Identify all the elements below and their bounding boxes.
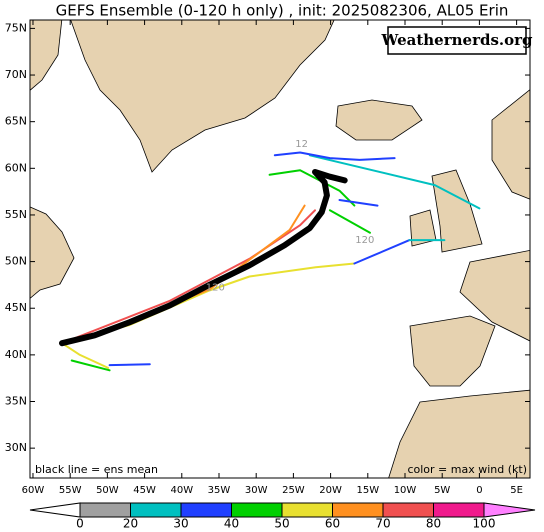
colorbar-bin (382, 502, 434, 518)
track (59, 169, 348, 347)
colorbar-label: 60 (325, 517, 340, 531)
track (328, 209, 371, 234)
coastlines (30, 20, 530, 478)
x-tick-label: 5W (434, 485, 450, 496)
track (308, 154, 481, 210)
track-label: 12 (295, 139, 308, 150)
y-tick-label: 30N (5, 441, 27, 454)
chart-title: GEFS Ensemble (0-120 h only) , init: 202… (56, 2, 509, 20)
x-tick-label: 0 (476, 485, 482, 496)
x-tick-label: 45W (133, 485, 156, 496)
x-tick-label: 60W (22, 485, 45, 496)
x-tick-label: 55W (59, 485, 82, 496)
y-tick-label: 40N (5, 348, 27, 361)
y-tick-label: 70N (5, 68, 27, 81)
x-tick-label: 35W (208, 485, 231, 496)
colorbar-label: 80 (426, 517, 441, 531)
colorbar-bin (231, 502, 283, 518)
x-tick-label: 10W (394, 485, 417, 496)
annotation: black line = ens mean (35, 463, 158, 476)
colorbar-bin (180, 502, 232, 518)
track (70, 359, 111, 372)
logo: Weathernerds.org (380, 31, 533, 49)
x-tick-label: 20W (319, 485, 342, 496)
logo-box (387, 26, 527, 55)
track (353, 239, 411, 265)
colorbar-bin (79, 502, 131, 518)
track (338, 199, 379, 207)
y-tick-label: 50N (5, 255, 27, 268)
x-tick-label: 40W (170, 485, 193, 496)
frame (29, 19, 531, 479)
x-tick-label: 50W (96, 485, 119, 496)
track-label: 120 (206, 283, 225, 294)
colorbar-bin (433, 502, 485, 518)
colorbar-bin (281, 502, 333, 518)
y-tick-label: 45N (5, 301, 27, 314)
x-tick-label: 15W (356, 485, 379, 496)
colorbar-label: 50 (274, 517, 289, 531)
colorbar-bin (130, 502, 182, 518)
y-tick-label: 35N (5, 395, 27, 408)
colorbar-under (29, 502, 81, 518)
x-tick-label: 30W (245, 485, 268, 496)
colorbar-label: 30 (173, 517, 188, 531)
track-label: 120 (355, 235, 374, 246)
y-tick-label: 60N (5, 161, 27, 174)
annotation: color = max wind (kt) (407, 463, 527, 476)
track (61, 342, 110, 369)
colorbar-label: 0 (76, 517, 84, 531)
colorbar-label: 20 (123, 517, 138, 531)
tracks: 120 120 12 (59, 139, 481, 372)
colorbar-over (483, 502, 536, 518)
colorbar-bin (332, 502, 384, 518)
x-tick-label: 25W (282, 485, 305, 496)
y-tick-label: 75N (5, 21, 27, 34)
y-tick-label: 65N (5, 115, 27, 128)
track (108, 363, 151, 367)
x-tick-label: 5E (510, 485, 523, 496)
colorbar-label: 40 (224, 517, 239, 531)
colorbar-label: 100 (473, 517, 496, 531)
track (273, 151, 396, 161)
y-tick-label: 55N (5, 208, 27, 221)
colorbar-label: 70 (375, 517, 390, 531)
